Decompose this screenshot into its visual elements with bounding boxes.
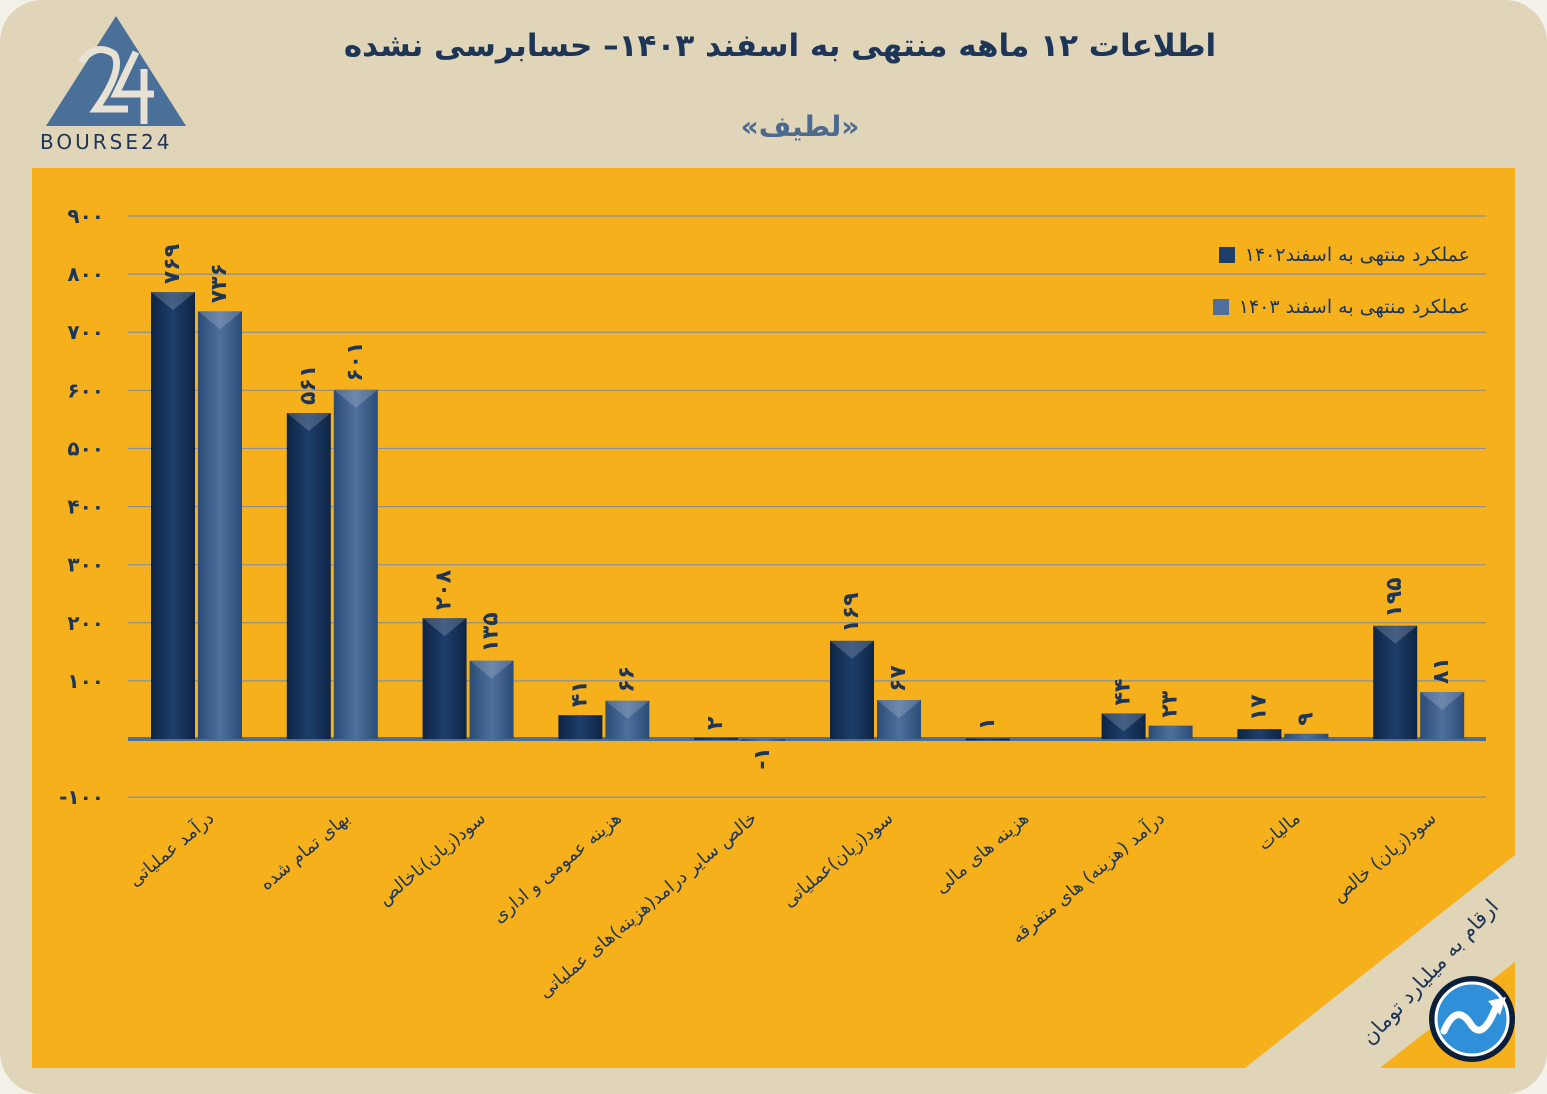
bar-bevel (151, 292, 195, 311)
category-label: هزینه عمومی و اداری (489, 808, 626, 928)
data-label: ۱۷ (1246, 694, 1271, 721)
category-label: مالیات (1254, 808, 1305, 855)
category-label: سود(زیان) خالص (1328, 808, 1440, 907)
category-label: هزینه های مالی (931, 808, 1033, 898)
bar-1403 (741, 739, 786, 741)
bar-1402 (1237, 729, 1282, 739)
data-label: ۴۴ (1111, 679, 1136, 706)
page-subtitle: «لطیف» (740, 110, 860, 143)
category-label: درآمد (هزینه) های متفرقه (1006, 806, 1169, 948)
bar-bevel (1101, 713, 1146, 732)
data-label: ۱۶۹ (839, 592, 864, 632)
page-title: اطلاعات ۱۲ ماهه منتهی به اسفند ۱۴۰۳– حسا… (343, 28, 1217, 64)
bar-bevel (1420, 691, 1465, 710)
trend-arrow-icon (1429, 976, 1515, 1062)
bar-bevel (605, 700, 650, 719)
legend-label-1402: عملکرد منتهی به اسفند۱۴۰۲ (1244, 244, 1470, 266)
data-label: ۲ (703, 716, 728, 730)
bar-1402 (965, 738, 1010, 741)
category-label: سود(زیان)ناخالص (374, 808, 490, 910)
data-label: ۷۳۶ (207, 263, 232, 303)
legend-item-1403: عملکرد منتهی به اسفند ۱۴۰۳ (1160, 296, 1470, 318)
data-label: ۴۱ (567, 680, 592, 707)
bar-1403 (1284, 733, 1329, 739)
data-label: -۱ (750, 747, 775, 770)
bar-bevel (422, 618, 467, 637)
bar-bevel (469, 660, 514, 679)
data-label: ۲۳ (1158, 690, 1183, 717)
data-label: ۱۹۵ (1382, 577, 1407, 617)
bar-bevel (286, 412, 331, 431)
y-tick-label: ۶۰۰ (67, 378, 104, 402)
y-tick-label: ۴۰۰ (67, 495, 104, 519)
bar-1402 (422, 618, 467, 739)
y-tick-label: -۱۰۰ (59, 785, 104, 809)
bar-1403 (1148, 725, 1193, 739)
bar-1402 (286, 412, 331, 739)
category-label: درآمد عملیاتی (123, 806, 218, 891)
bar-1403 (198, 311, 242, 739)
category-label: سود(زیان)عملیاتی (779, 808, 897, 912)
data-label: ۷۶۹ (160, 244, 185, 284)
category-label: بهای تمام شده (256, 808, 354, 895)
legend-swatch-1402 (1218, 247, 1235, 263)
data-label: ۹ (1293, 712, 1318, 725)
data-label: ۲۰۸ (432, 569, 457, 610)
data-label: ۱۳۵ (479, 612, 504, 652)
bar-bevel (830, 640, 874, 659)
y-tick-label: ۷۰۰ (67, 320, 104, 344)
data-label: ۶۷ (886, 665, 911, 692)
data-label: ۶۰۱ (343, 341, 368, 381)
y-tick-label: ۱۰۰ (67, 669, 104, 693)
bar-bevel (333, 389, 378, 408)
y-tick-label: ۸۰۰ (67, 262, 104, 286)
bar-1402 (558, 715, 603, 739)
bar-bevel (198, 311, 242, 330)
bourse24-logo-icon (46, 16, 186, 126)
bar-bevel (877, 700, 921, 719)
bar-1403 (469, 660, 514, 739)
legend-item-1402: عملکرد منتهی به اسفند۱۴۰۲ (1160, 244, 1470, 266)
data-label: ۸۱ (1429, 657, 1454, 684)
bar-bevel (1373, 625, 1418, 644)
y-tick-label: ۲۰۰ (67, 611, 104, 635)
legend-swatch-1403 (1212, 299, 1229, 315)
bar-1402 (1373, 625, 1418, 739)
bar-1402 (151, 292, 195, 739)
legend-label-1403: عملکرد منتهی به اسفند ۱۴۰۳ (1238, 296, 1470, 318)
bar-1403 (877, 700, 921, 739)
data-label: ۵۶۱ (296, 365, 321, 405)
y-tick-label: ۵۰۰ (67, 436, 104, 460)
bar-1403 (333, 389, 378, 739)
category-label: خالص سایر درامد(هزینه)های عملیاتی (535, 808, 762, 1003)
logo-text: BOURSE24 (40, 130, 173, 154)
y-tick-label: ۳۰۰ (67, 553, 104, 577)
bar-1402 (830, 640, 874, 739)
data-label: ۱ (975, 717, 1000, 730)
y-tick-label: ۹۰۰ (67, 204, 104, 228)
bar-1402 (1101, 713, 1146, 739)
bar-1402 (694, 737, 739, 740)
data-label: ۶۶ (614, 666, 639, 693)
bar-1403 (605, 700, 650, 739)
bar-1403 (1420, 691, 1465, 739)
